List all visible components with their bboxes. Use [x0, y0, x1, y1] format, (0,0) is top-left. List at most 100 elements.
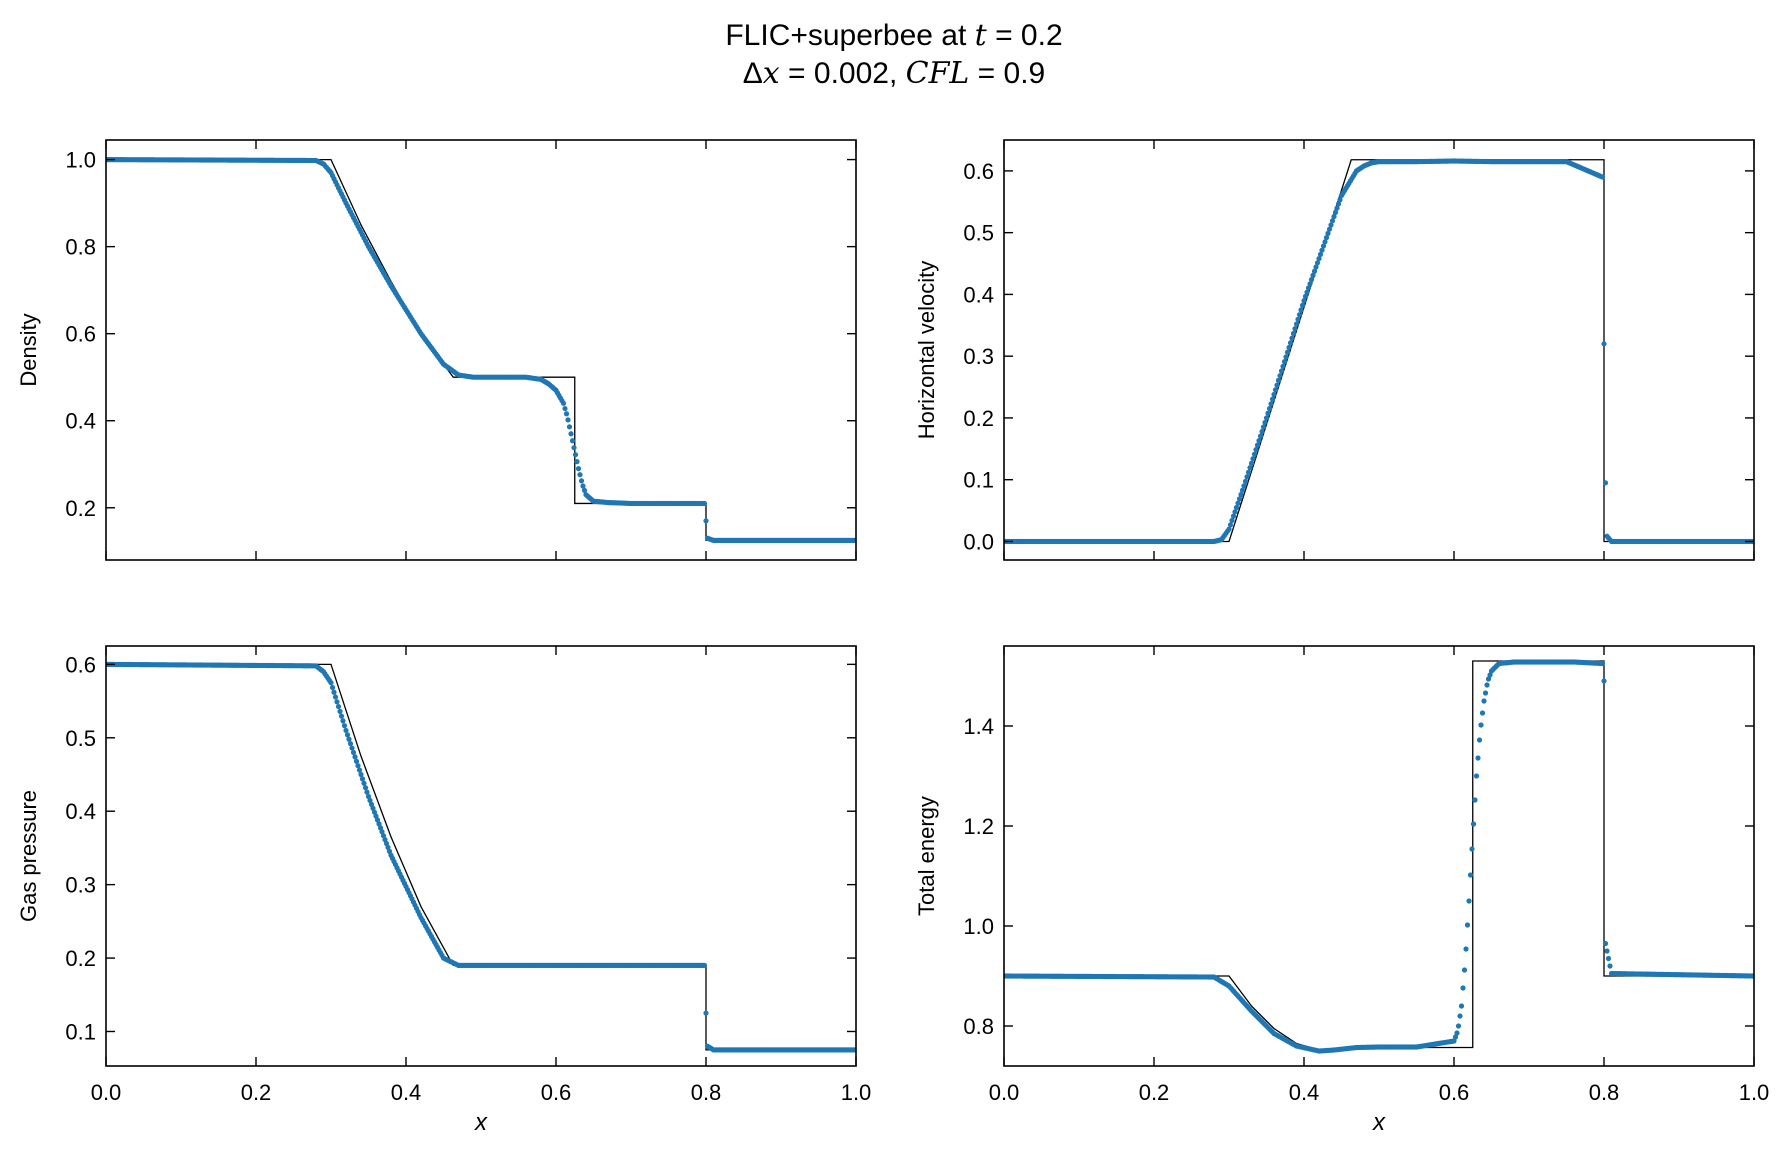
density-numerical-point	[574, 459, 580, 465]
pressure-numerical-point	[386, 848, 393, 854]
energy-subplot: 0.0 0.2 0.4 0.6 0.8 1.0 0.8 1.0 1.2 1.4 Total ener…	[914, 645, 1770, 1136]
energy-ylabel: Total energy	[914, 796, 939, 916]
velocity-numerical-point	[1269, 396, 1276, 402]
energy-ytick-label: 0.8	[963, 1014, 994, 1039]
energy-numerical-point	[1487, 672, 1493, 678]
pressure-numerical-point	[383, 840, 390, 847]
energy-numerical-point	[1605, 955, 1612, 962]
density-numerical-markers	[106, 156, 856, 544]
velocity-numerical-point	[1263, 415, 1270, 421]
velocity-numerical-point	[1295, 316, 1301, 322]
pressure-xtick-label: 0.2	[241, 1080, 272, 1105]
velocity-numerical-point	[1239, 487, 1246, 493]
velocity-numerical-point	[1299, 302, 1306, 308]
velocity-numerical-point	[1274, 382, 1280, 388]
density-numerical-point	[701, 500, 708, 507]
density-subplot: 0.2 0.4 0.6 0.8 1.0 Density	[16, 139, 857, 561]
velocity-numerical-markers	[1004, 158, 1754, 545]
density-numerical-point	[563, 411, 570, 417]
velocity-numerical-point	[1230, 513, 1237, 519]
velocity-numerical-point	[1242, 478, 1249, 484]
energy-numerical-point	[1467, 872, 1474, 878]
pressure-numerical-point	[341, 723, 348, 729]
velocity-numerical-point	[1287, 340, 1294, 346]
velocity-numerical-point	[1337, 197, 1343, 203]
density-numerical-point	[562, 405, 568, 412]
pressure-numerical-point	[340, 718, 346, 724]
velocity-numerical-point	[1334, 205, 1340, 211]
pressure-numerical-point	[362, 785, 369, 791]
pressure-numerical-point	[344, 732, 351, 738]
energy-xtick-label: 0.8	[1589, 1080, 1620, 1105]
energy-numerical-point	[1458, 1003, 1465, 1009]
pressure-numerical-point	[346, 736, 352, 742]
velocity-numerical-point	[1253, 447, 1259, 453]
pressure-ytick-label: 0.4	[65, 799, 96, 824]
velocity-numerical-point	[1244, 474, 1250, 480]
pressure-numerical-point	[361, 780, 367, 786]
energy-xtick-label: 1.0	[1739, 1080, 1770, 1105]
velocity-numerical-point	[1227, 522, 1234, 528]
velocity-numerical-point	[1304, 289, 1310, 295]
velocity-numerical-point	[1325, 230, 1331, 236]
pressure-numerical-point	[701, 962, 708, 969]
energy-ytick-label: 1.4	[963, 714, 994, 739]
velocity-numerical-point	[1332, 209, 1339, 215]
velocity-numerical-point	[1281, 359, 1288, 365]
pressure-numerical-point	[356, 767, 363, 773]
density-numerical-point	[703, 518, 709, 524]
energy-numerical-point	[1454, 1030, 1460, 1036]
velocity-ylabel: Horizontal velocity	[914, 261, 939, 440]
energy-numerical-point	[1460, 985, 1466, 991]
pressure-exact-solution-line	[106, 663, 856, 1051]
velocity-numerical-point	[1278, 368, 1285, 374]
density-numerical-point	[565, 417, 571, 423]
energy-xlabel: x	[1372, 1109, 1386, 1136]
energy-numerical-point	[1485, 676, 1492, 682]
velocity-numerical-point	[1229, 517, 1235, 524]
velocity-numerical-point	[1238, 491, 1244, 498]
pressure-numerical-point	[370, 805, 376, 811]
velocity-ytick-label: 0.0	[963, 529, 994, 554]
energy-numerical-point	[1604, 948, 1610, 954]
density-numerical-point	[575, 466, 582, 472]
pressure-numerical-point	[365, 793, 372, 800]
density-numerical-point	[578, 478, 585, 484]
pressure-numerical-point	[703, 1010, 709, 1016]
energy-axes-frame	[1003, 645, 1755, 1067]
pressure-axes-frame	[105, 645, 857, 1067]
density-numerical-point	[569, 438, 576, 444]
density-numerical-point	[580, 483, 586, 489]
energy-xtick-label: 0.2	[1139, 1080, 1170, 1105]
pressure-numerical-point	[358, 771, 364, 778]
figure-title-line1: FLIC+superbee at t = 0.2	[725, 18, 1063, 53]
density-ytick-label: 0.4	[65, 409, 96, 434]
pressure-numerical-point	[328, 680, 334, 686]
velocity-numerical-point	[1280, 363, 1286, 369]
density-numerical-point	[560, 400, 567, 406]
velocity-numerical-point	[1302, 293, 1309, 299]
density-ylabel: Density	[16, 313, 41, 386]
velocity-numerical-point	[1226, 526, 1232, 532]
density-axes-frame	[105, 139, 857, 561]
velocity-numerical-point	[1277, 373, 1283, 379]
pressure-numerical-point	[329, 684, 336, 691]
energy-numerical-point	[1457, 1013, 1463, 1019]
velocity-numerical-point	[1256, 437, 1262, 444]
velocity-numerical-point	[1599, 174, 1606, 180]
density-numerical-point	[572, 452, 579, 458]
pressure-numerical-point	[349, 745, 355, 751]
velocity-numerical-point	[1232, 509, 1238, 515]
pressure-numerical-point	[367, 797, 373, 804]
velocity-numerical-point	[1329, 218, 1336, 224]
pressure-numerical-point	[380, 833, 387, 839]
velocity-numerical-point	[1262, 419, 1268, 426]
velocity-numerical-point	[1326, 226, 1333, 232]
pressure-xtick-label: 1.0	[841, 1080, 872, 1105]
energy-numerical-point	[1482, 690, 1489, 696]
energy-numerical-point	[1607, 963, 1613, 969]
velocity-numerical-point	[1236, 496, 1243, 502]
velocity-numerical-point	[1601, 341, 1607, 347]
